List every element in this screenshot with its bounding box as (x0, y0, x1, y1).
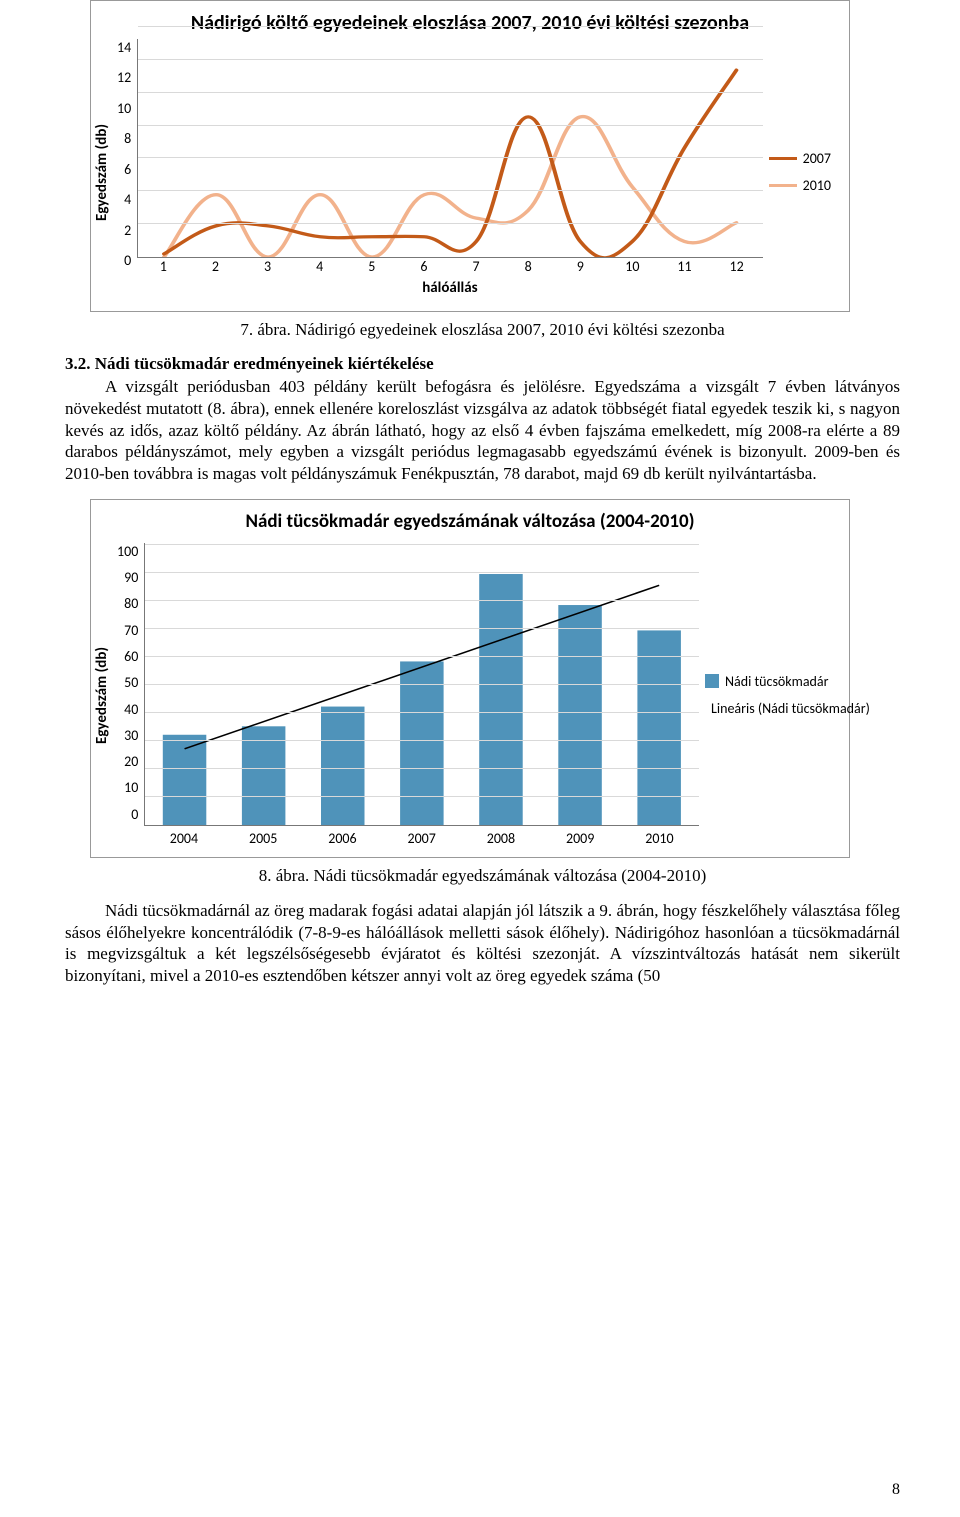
paragraph-1-text: A vizsgált periódusban 403 példány kerül… (65, 377, 900, 483)
chart1-yticks: 14121086420 (113, 39, 137, 269)
section-3-2-head-text: 3.2. Nádi tücsökmadár eredményeinek kiér… (65, 354, 434, 373)
page-number: 8 (892, 1481, 900, 1499)
chart2-plot (144, 543, 699, 826)
chart2-frame: Nádi tücsökmadár egyedszámának változása… (90, 499, 850, 858)
chart2-legend: Nádi tücsökmadárLineáris (Nádi tücsökmad… (699, 543, 849, 847)
paragraph-2: Nádi tücsökmadárnál az öreg madarak fogá… (65, 900, 900, 987)
chart2-title: Nádi tücsökmadár egyedszámának változása… (91, 500, 849, 537)
chart2-yticks: 1009080706050403020100 (113, 543, 144, 823)
chart1-plot (137, 39, 762, 258)
chart1-xlabel: hálóállás (137, 275, 762, 305)
page: Nádirigó költő egyedeinek eloszlása 2007… (0, 0, 960, 1517)
caption2: 8. ábra. Nádi tücsökmadár egyedszámának … (65, 866, 900, 886)
chart1-legend: 20072010 (763, 39, 849, 305)
caption1: 7. ábra. Nádirigó egyedeinek eloszlása 2… (65, 320, 900, 340)
chart1-frame: Nádirigó költő egyedeinek eloszlása 2007… (90, 0, 850, 312)
chart1-xticks: 123456789101112 (137, 258, 762, 275)
paragraph-2-text: Nádi tücsökmadárnál az öreg madarak fogá… (65, 901, 900, 985)
chart1-title: Nádirigó költő egyedeinek eloszlása 2007… (91, 1, 849, 39)
chart2-xticks: 2004200520062007200820092010 (144, 826, 699, 847)
chart1-ylabel: Egyedszám (db) (91, 39, 113, 305)
chart2-ylabel: Egyedszám (db) (91, 543, 113, 847)
paragraph-1: A vizsgált periódusban 403 példány kerül… (65, 376, 900, 485)
section-3-2-head: 3.2. Nádi tücsökmadár eredményeinek kiér… (65, 354, 900, 374)
